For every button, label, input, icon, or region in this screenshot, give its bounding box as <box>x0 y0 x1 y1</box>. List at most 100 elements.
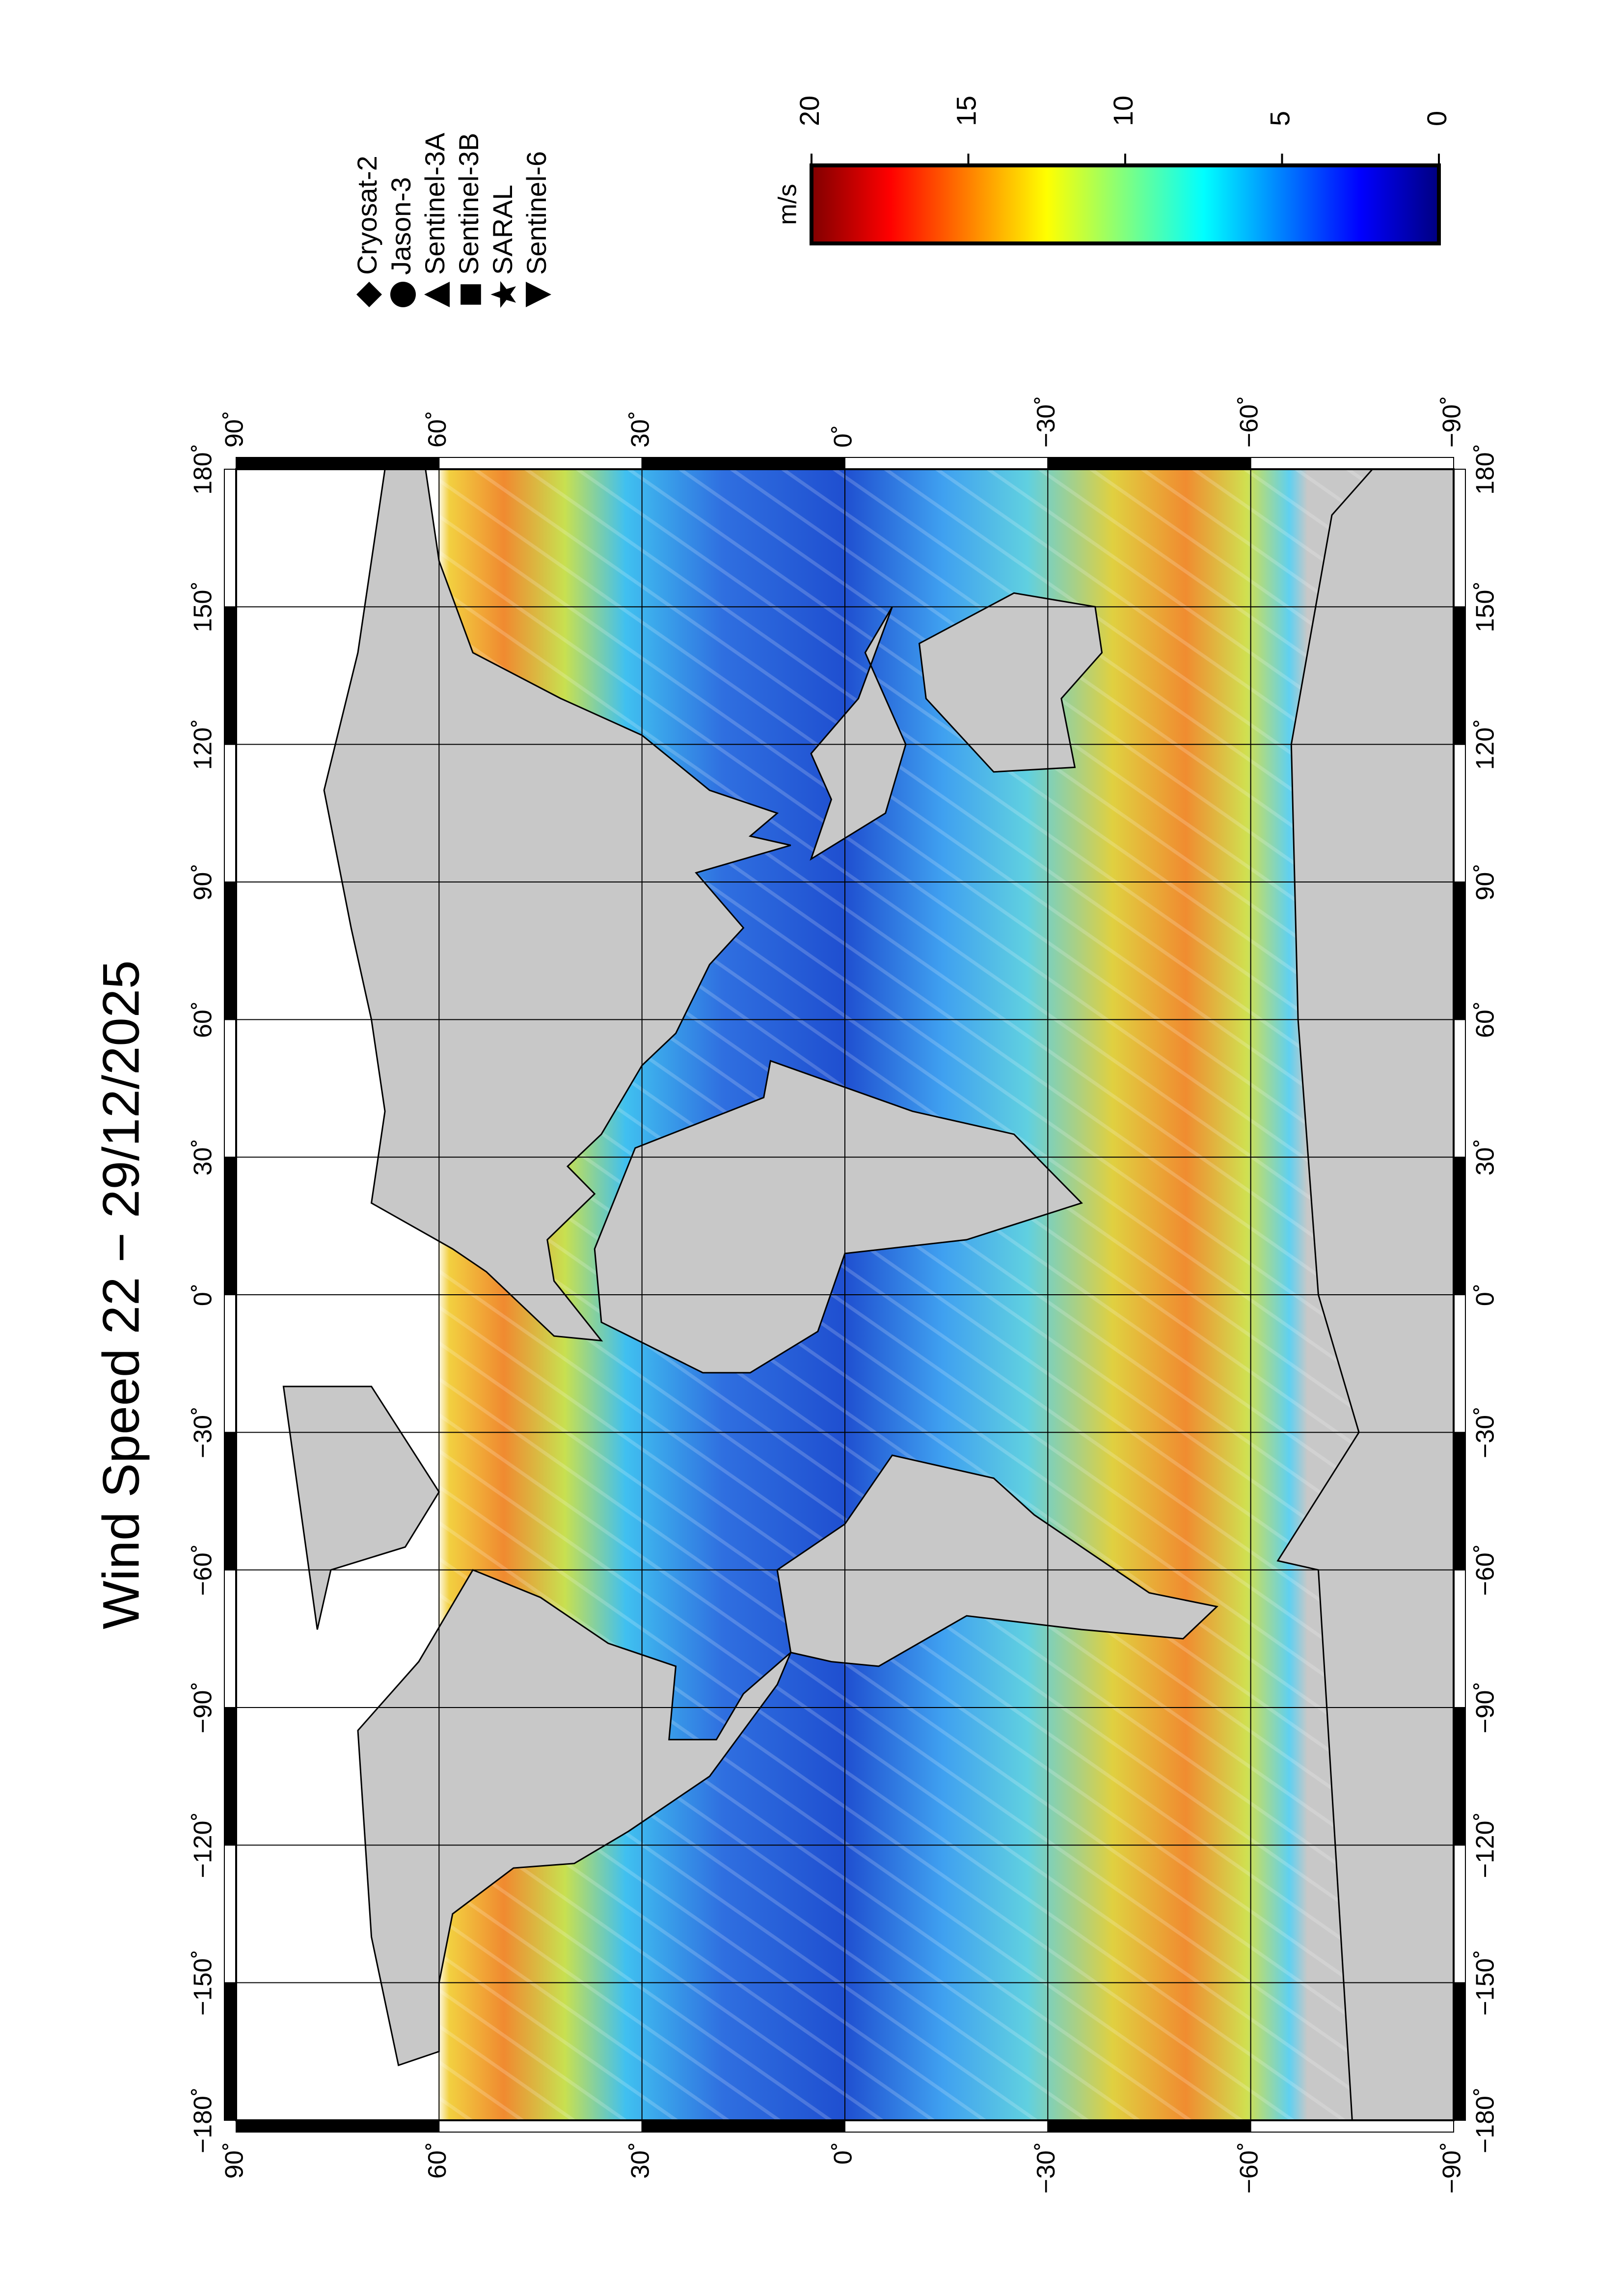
frame-band <box>1047 2120 1251 2133</box>
x-tick-label: −90˚ <box>1471 1682 1500 1734</box>
frame-band <box>1250 457 1455 470</box>
y-tick-label: 60˚ <box>423 2142 452 2179</box>
frame-band <box>224 1982 237 2121</box>
legend-symbol <box>460 284 481 305</box>
y-tick-label: 0˚ <box>829 425 858 448</box>
x-tick-label: −30˚ <box>1471 1407 1500 1459</box>
colorbar-tick-label: 15 <box>950 96 981 126</box>
x-tick-label: −150˚ <box>189 1949 217 2015</box>
frame-band <box>1453 744 1466 882</box>
y-tick-label: −30˚ <box>1032 2142 1060 2194</box>
y-tick-label: −30˚ <box>1032 396 1060 448</box>
map-title: Wind Speed 22 − 29/12/2025 <box>93 960 150 1629</box>
x-tick-label: 180˚ <box>1471 444 1500 495</box>
frame-band <box>236 2120 440 2133</box>
frame-band <box>1453 1156 1466 1295</box>
land-mass <box>776 1454 1218 1667</box>
frame-band <box>1453 1844 1466 1983</box>
frame-band <box>641 457 845 470</box>
x-tick-label: −120˚ <box>189 1812 217 1878</box>
frame-band <box>1453 1019 1466 1158</box>
x-tick-label: 90˚ <box>189 863 217 900</box>
colorbar <box>810 163 1441 245</box>
y-tick-label: 0˚ <box>829 2142 858 2164</box>
y-tick-label: 30˚ <box>626 2142 654 2179</box>
x-tick-label: −150˚ <box>1471 1949 1500 2015</box>
frame-band <box>844 457 1049 470</box>
frame-band <box>438 2120 643 2133</box>
frame-band <box>224 744 237 882</box>
legend-label: Sentinel-3A <box>419 133 450 275</box>
x-tick-label: −30˚ <box>189 1407 217 1459</box>
frame-band <box>224 468 237 608</box>
y-tick-label: 30˚ <box>626 411 654 448</box>
frame-band <box>224 1707 237 1846</box>
frame-band <box>224 1156 237 1295</box>
frame-band <box>224 881 237 1020</box>
frame-band <box>1453 468 1466 608</box>
legend-label: Sentinel-6 <box>521 151 552 275</box>
frame-band <box>1453 1982 1466 2121</box>
frame-band <box>1453 1569 1466 1708</box>
y-tick-label: −60˚ <box>1235 396 1263 448</box>
frame-band <box>224 1569 237 1708</box>
frame-band <box>641 2120 845 2133</box>
land-mass <box>323 469 791 1342</box>
x-tick-label: 60˚ <box>189 1001 217 1038</box>
x-tick-label: −180˚ <box>1471 2087 1500 2153</box>
x-tick-label: −60˚ <box>1471 1544 1500 1596</box>
frame-band <box>1453 881 1466 1020</box>
colorbar-tick-label: 10 <box>1108 96 1138 126</box>
frame-band <box>1453 1707 1466 1846</box>
frame-band <box>224 1019 237 1158</box>
x-tick-label: −60˚ <box>189 1544 217 1596</box>
x-tick-label: 60˚ <box>1471 1001 1500 1038</box>
x-tick-label: 120˚ <box>1471 719 1500 770</box>
x-tick-label: 150˚ <box>189 581 217 632</box>
x-tick-label: 150˚ <box>1471 581 1500 632</box>
legend-label: Cryosat-2 <box>352 156 382 275</box>
y-tick-label: 90˚ <box>220 411 249 448</box>
colorbar-tick-label: 0 <box>1421 111 1452 126</box>
legend-label: Jason-3 <box>385 177 416 275</box>
legend-symbol <box>526 282 551 307</box>
frame-band <box>224 1844 237 1983</box>
x-tick-label: −120˚ <box>1471 1812 1500 1878</box>
x-tick-label: 120˚ <box>189 719 217 770</box>
frame-band <box>224 1294 237 1433</box>
frame-band <box>1047 457 1251 470</box>
y-tick-label: −60˚ <box>1235 2142 1263 2194</box>
x-tick-label: −90˚ <box>189 1682 217 1734</box>
x-tick-label: −180˚ <box>189 2087 217 2153</box>
y-tick-label: 60˚ <box>423 411 452 448</box>
frame-band <box>1453 606 1466 745</box>
legend-symbol <box>424 282 450 307</box>
x-tick-label: 0˚ <box>1471 1283 1500 1306</box>
landscape-frame: Wind Speed 22 − 29/12/2025 −180˚ −180˚ −15… <box>93 96 1500 2194</box>
legend-symbol <box>356 282 382 307</box>
x-tick-label: 30˚ <box>189 1139 217 1175</box>
frame-band <box>224 606 237 745</box>
x-tick-label: 0˚ <box>189 1283 217 1306</box>
frame-band <box>1453 1294 1466 1433</box>
colorbar-label: m/s <box>774 184 802 225</box>
x-tick-label: 30˚ <box>1471 1139 1500 1175</box>
frame-band <box>236 457 440 470</box>
land-mass <box>357 1569 792 2066</box>
map-border <box>235 468 1455 2121</box>
x-tick-label: 180˚ <box>189 444 217 495</box>
y-tick-label: −90˚ <box>1438 2142 1466 2194</box>
frame-band <box>1250 2120 1455 2133</box>
y-tick-label: −90˚ <box>1438 396 1466 448</box>
y-tick-label: 90˚ <box>220 2142 249 2179</box>
frame-band <box>438 457 643 470</box>
legend-symbol <box>490 281 516 308</box>
frame-band <box>224 1432 237 1571</box>
legend-label: Sentinel-3B <box>453 133 484 275</box>
colorbar-tick-label: 5 <box>1264 111 1295 126</box>
frame-band <box>1453 1432 1466 1571</box>
legend-symbol <box>390 282 416 307</box>
frame-band <box>844 2120 1049 2133</box>
colorbar-tick-label: 20 <box>794 96 825 126</box>
